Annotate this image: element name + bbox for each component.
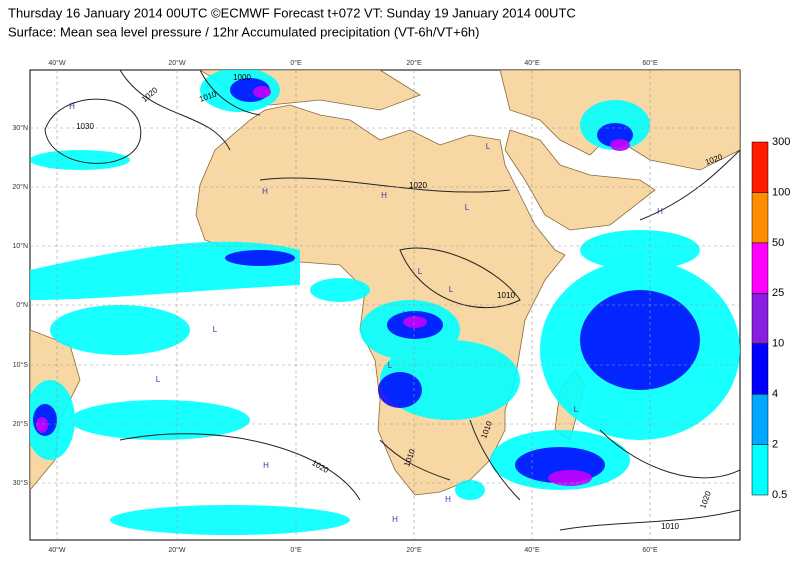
pressure-center: H: [69, 102, 75, 111]
subtitle-line: Surface: Mean sea level pressure / 12hr …: [8, 24, 480, 39]
title-line: Thursday 16 January 2014 00UTC ©ECMWF Fo…: [8, 5, 576, 20]
isobar-label: 1030: [76, 122, 94, 131]
lon-label: 60°E: [642, 59, 658, 67]
pressure-center: L: [574, 405, 579, 414]
lon-label: 40°W: [48, 59, 66, 67]
pressure-center: H: [262, 187, 268, 196]
isobars: [44, 70, 740, 531]
lon-label: 20°E: [406, 546, 422, 554]
lat-label: 20°N: [12, 183, 28, 191]
pressure-center: L: [449, 285, 454, 294]
pressure-center: L: [213, 325, 218, 334]
lon-label: 40°E: [524, 59, 540, 67]
colorbar-label: 300: [772, 136, 790, 148]
axis-labels: 40°W 40°W 20°W 20°W 0°E 0°E 20°E 20°E 40°E 40°E 60…: [12, 59, 658, 554]
isobar-label: 1000: [233, 73, 251, 82]
colorbar-label: 50: [772, 237, 784, 249]
colorbar-label: 100: [772, 186, 790, 198]
pressure-center: L: [465, 203, 470, 212]
colorbar: 0.5 2 4 10 25 50 100 300: [751, 136, 790, 501]
lon-label: 40°W: [48, 546, 66, 554]
pressure-center: H: [392, 515, 398, 524]
map-body: [30, 70, 740, 540]
lon-label: 20°W: [168, 59, 186, 67]
lon-label: 60°E: [642, 546, 658, 554]
pressure-center: L: [403, 310, 408, 319]
isobar-label: 1020: [409, 181, 427, 190]
lat-label: 30°S: [13, 479, 29, 487]
pressure-center: L: [156, 375, 161, 384]
colorbar-segment: [751, 444, 769, 496]
lat-label: 10°S: [13, 361, 29, 369]
colorbar-segment: [751, 343, 769, 395]
lon-label: 0°E: [290, 59, 302, 67]
lon-label: 0°E: [290, 546, 302, 554]
lon-label: 20°W: [168, 546, 186, 554]
pressure-center: H: [445, 495, 451, 504]
colorbar-label: 2: [772, 438, 778, 450]
isobar-label: 1010: [497, 291, 515, 300]
colorbar-segment: [751, 141, 769, 193]
isobar-label: 1010: [661, 522, 679, 531]
graticule: [30, 70, 740, 540]
colorbar-label: 10: [772, 338, 784, 350]
pressure-center: L: [486, 142, 491, 151]
colorbar-segment: [751, 393, 769, 445]
pressure-center: L: [388, 361, 393, 370]
lat-label: 10°N: [12, 242, 28, 250]
lat-label: 30°N: [12, 124, 28, 132]
pressure-center: H: [263, 461, 269, 470]
lon-label: 40°E: [524, 546, 540, 554]
colorbar-label: 25: [772, 287, 784, 299]
pressure-center: H: [381, 191, 387, 200]
lat-label: 20°S: [13, 420, 29, 428]
lat-label: 0°N: [16, 301, 28, 309]
colorbar-label: 4: [772, 388, 778, 400]
pressure-center: L: [418, 267, 423, 276]
colorbar-segment: [751, 192, 769, 244]
lon-label: 20°E: [406, 59, 422, 67]
colorbar-segment: [751, 242, 769, 294]
colorbar-segment: [751, 293, 769, 344]
pressure-center: H: [657, 207, 663, 216]
colorbar-label: 0.5: [772, 489, 787, 501]
